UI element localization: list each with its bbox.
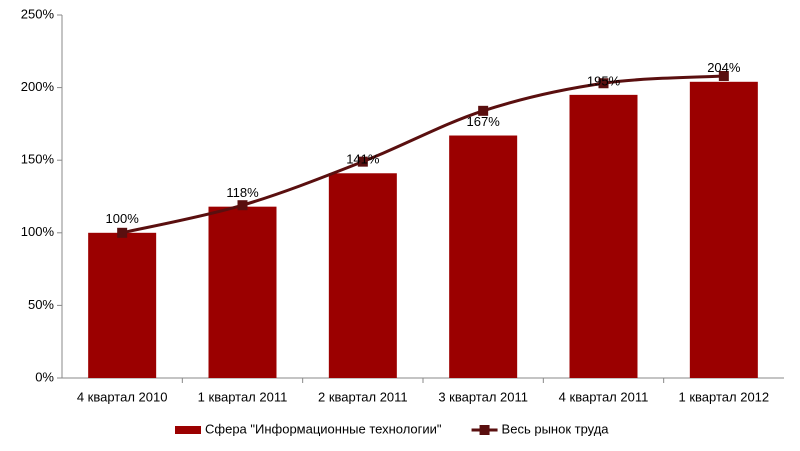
bar: [689, 81, 758, 379]
y-tick-label: 200%: [21, 79, 55, 94]
bar: [88, 232, 157, 378]
x-tick-label: 4 квартал 2011: [559, 389, 649, 404]
line-marker: [598, 78, 609, 89]
legend-label: Весь рынок труда: [502, 421, 610, 436]
bar: [569, 94, 638, 379]
bar: [449, 135, 518, 378]
legend-swatch: [175, 426, 201, 434]
x-tick-label: 1 квартал 2012: [679, 389, 770, 404]
legend-swatch-marker: [479, 425, 490, 435]
bar: [328, 173, 397, 378]
y-tick-label: 100%: [21, 224, 55, 239]
line-marker: [357, 156, 368, 167]
y-tick-label: 50%: [28, 297, 54, 312]
data-label: 167%: [467, 114, 501, 129]
line: [121, 74, 724, 235]
x-tick-label: 4 квартал 2010: [77, 389, 168, 404]
line-marker: [237, 200, 248, 211]
x-tick-label: 3 квартал 2011: [438, 389, 528, 404]
data-label: 195%: [587, 73, 621, 88]
y-tick-label: 250%: [21, 6, 55, 21]
y-tick-label: 0%: [35, 369, 54, 384]
data-label: 141%: [346, 152, 380, 167]
x-tick-label: 2 квартал 2011: [318, 389, 408, 404]
y-tick-label: 150%: [21, 152, 55, 167]
line-marker: [117, 227, 128, 238]
bar: [208, 206, 277, 378]
line-marker: [478, 105, 489, 116]
data-label: 100%: [106, 211, 140, 226]
x-tick-label: 1 квартал 2011: [198, 389, 288, 404]
data-label: 204%: [707, 60, 741, 75]
data-label: 118%: [226, 185, 259, 200]
legend-label: Сфера "Информационные технологии": [205, 421, 442, 436]
line-marker: [718, 70, 729, 81]
